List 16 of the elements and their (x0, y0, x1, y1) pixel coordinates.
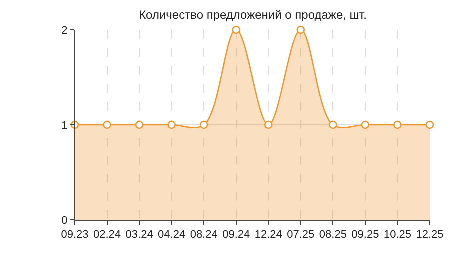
x-tick-label: 08.24 (190, 229, 218, 242)
x-tick-label: 07.25 (287, 229, 315, 242)
x-tick-label: 09.24 (222, 229, 250, 242)
x-tick-label: 10.25 (384, 229, 412, 242)
x-tick-label: 03.24 (126, 229, 154, 242)
y-tick-label: 0 (62, 214, 68, 227)
x-tick-label: 09.23 (61, 229, 89, 242)
x-tick-label: 02.24 (94, 229, 122, 242)
x-tick-label: 09.25 (352, 229, 380, 242)
x-tick-label: 08.25 (319, 229, 347, 242)
x-tick-label: 12.24 (254, 229, 282, 242)
chart-title: Количество предложений о продаже, шт. (139, 8, 367, 22)
y-tick-label: 2 (62, 24, 68, 37)
x-tick-label: 04.24 (158, 229, 186, 242)
y-tick-label: 1 (62, 120, 68, 132)
x-tick-label: 12.25 (416, 229, 444, 242)
